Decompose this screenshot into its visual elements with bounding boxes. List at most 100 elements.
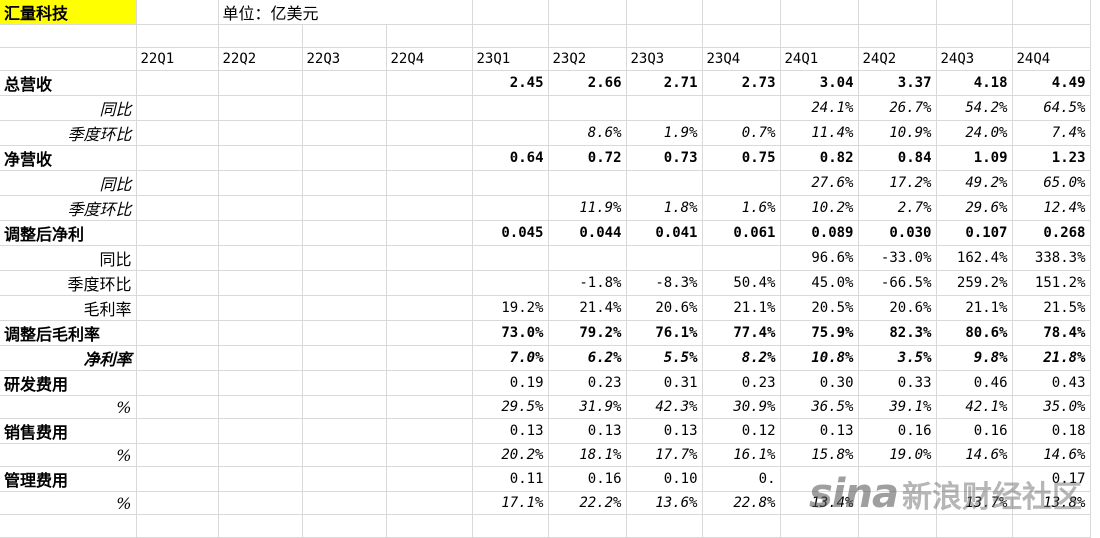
row-label[interactable]: 净营收 bbox=[0, 145, 137, 171]
quarter-header-22Q2[interactable]: 22Q2 bbox=[218, 47, 303, 71]
value-cell[interactable] bbox=[218, 245, 303, 271]
empty-cell[interactable] bbox=[218, 24, 303, 48]
value-cell[interactable]: 0.030 bbox=[858, 220, 937, 246]
quarter-header-24Q2[interactable]: 24Q2 bbox=[858, 47, 937, 71]
value-cell[interactable]: 0.33 bbox=[858, 370, 937, 396]
value-cell[interactable] bbox=[858, 466, 937, 492]
value-cell[interactable]: 78.4% bbox=[1012, 320, 1091, 346]
value-cell[interactable]: 17.7% bbox=[626, 443, 703, 467]
empty-cell[interactable] bbox=[0, 514, 137, 538]
value-cell[interactable] bbox=[386, 120, 473, 146]
value-cell[interactable]: 30.9% bbox=[702, 395, 781, 419]
quarter-header-24Q4[interactable]: 24Q4 bbox=[1012, 47, 1091, 71]
empty-cell[interactable] bbox=[702, 514, 781, 538]
value-cell[interactable]: 11.4% bbox=[780, 120, 859, 146]
empty-cell[interactable] bbox=[386, 24, 473, 48]
value-cell[interactable] bbox=[218, 145, 303, 171]
value-cell[interactable]: 0.044 bbox=[548, 220, 627, 246]
value-cell[interactable] bbox=[386, 370, 473, 396]
value-cell[interactable] bbox=[302, 345, 387, 371]
empty-cell[interactable] bbox=[780, 24, 859, 48]
value-cell[interactable] bbox=[386, 295, 473, 321]
value-cell[interactable]: 77.4% bbox=[702, 320, 781, 346]
value-cell[interactable] bbox=[136, 418, 219, 444]
value-cell[interactable] bbox=[780, 466, 859, 492]
empty-cell[interactable] bbox=[136, 514, 219, 538]
value-cell[interactable]: 0.18 bbox=[1012, 418, 1091, 444]
value-cell[interactable] bbox=[702, 95, 781, 121]
value-cell[interactable] bbox=[302, 70, 387, 96]
empty-cell[interactable] bbox=[702, 0, 781, 25]
value-cell[interactable]: 0.16 bbox=[936, 418, 1013, 444]
value-cell[interactable] bbox=[302, 418, 387, 444]
empty-cell[interactable] bbox=[1012, 514, 1091, 538]
value-cell[interactable]: 0.23 bbox=[548, 370, 627, 396]
value-cell[interactable]: 10.9% bbox=[858, 120, 937, 146]
quarter-header-24Q3[interactable]: 24Q3 bbox=[936, 47, 1013, 71]
value-cell[interactable]: 1.6% bbox=[702, 195, 781, 221]
value-cell[interactable] bbox=[386, 395, 473, 419]
value-cell[interactable] bbox=[302, 95, 387, 121]
value-cell[interactable] bbox=[548, 245, 627, 271]
value-cell[interactable] bbox=[218, 170, 303, 196]
value-cell[interactable]: 13.6% bbox=[626, 491, 703, 515]
value-cell[interactable]: 0.43 bbox=[1012, 370, 1091, 396]
value-cell[interactable]: 0.19 bbox=[472, 370, 549, 396]
value-cell[interactable]: 21.5% bbox=[1012, 295, 1091, 321]
value-cell[interactable]: 0.13 bbox=[780, 418, 859, 444]
row-label[interactable]: 销售费用 bbox=[0, 418, 137, 444]
value-cell[interactable]: 3.5% bbox=[858, 345, 937, 371]
value-cell[interactable]: 45.0% bbox=[780, 270, 859, 296]
value-cell[interactable]: 49.2% bbox=[936, 170, 1013, 196]
row-label[interactable]: 研发费用 bbox=[0, 370, 137, 396]
value-cell[interactable] bbox=[626, 95, 703, 121]
value-cell[interactable] bbox=[386, 245, 473, 271]
value-cell[interactable] bbox=[472, 195, 549, 221]
value-cell[interactable]: -1.8% bbox=[548, 270, 627, 296]
empty-cell[interactable] bbox=[548, 0, 627, 25]
value-cell[interactable]: 75.9% bbox=[780, 320, 859, 346]
value-cell[interactable] bbox=[302, 245, 387, 271]
value-cell[interactable]: 338.3% bbox=[1012, 245, 1091, 271]
value-cell[interactable] bbox=[218, 320, 303, 346]
value-cell[interactable] bbox=[136, 220, 219, 246]
value-cell[interactable]: 259.2% bbox=[936, 270, 1013, 296]
empty-cell[interactable] bbox=[780, 0, 859, 25]
value-cell[interactable]: 1.8% bbox=[626, 195, 703, 221]
value-cell[interactable]: 0.13 bbox=[472, 418, 549, 444]
value-cell[interactable] bbox=[218, 220, 303, 246]
value-cell[interactable]: 24.1% bbox=[780, 95, 859, 121]
empty-cell[interactable] bbox=[136, 0, 219, 25]
value-cell[interactable]: 20.2% bbox=[472, 443, 549, 467]
value-cell[interactable]: 19.2% bbox=[472, 295, 549, 321]
value-cell[interactable]: 3.37 bbox=[858, 70, 937, 96]
empty-cell[interactable] bbox=[218, 514, 303, 538]
value-cell[interactable] bbox=[386, 491, 473, 515]
value-cell[interactable] bbox=[218, 418, 303, 444]
row-label[interactable]: 净利率 bbox=[0, 345, 137, 371]
value-cell[interactable] bbox=[386, 345, 473, 371]
value-cell[interactable]: 96.6% bbox=[780, 245, 859, 271]
empty-cell[interactable] bbox=[136, 24, 219, 48]
value-cell[interactable]: 8.2% bbox=[702, 345, 781, 371]
value-cell[interactable]: 3.04 bbox=[780, 70, 859, 96]
value-cell[interactable]: 22.8% bbox=[702, 491, 781, 515]
value-cell[interactable]: 39.1% bbox=[858, 395, 937, 419]
value-cell[interactable]: 76.1% bbox=[626, 320, 703, 346]
value-cell[interactable] bbox=[302, 120, 387, 146]
value-cell[interactable] bbox=[626, 170, 703, 196]
value-cell[interactable] bbox=[218, 120, 303, 146]
value-cell[interactable] bbox=[386, 195, 473, 221]
value-cell[interactable] bbox=[302, 195, 387, 221]
value-cell[interactable] bbox=[218, 95, 303, 121]
value-cell[interactable] bbox=[302, 443, 387, 467]
value-cell[interactable] bbox=[386, 95, 473, 121]
value-cell[interactable] bbox=[302, 491, 387, 515]
value-cell[interactable]: 10.8% bbox=[780, 345, 859, 371]
value-cell[interactable]: 0.13 bbox=[626, 418, 703, 444]
value-cell[interactable]: 0.73 bbox=[626, 145, 703, 171]
value-cell[interactable]: 36.5% bbox=[780, 395, 859, 419]
value-cell[interactable]: 15.8% bbox=[780, 443, 859, 467]
value-cell[interactable] bbox=[136, 145, 219, 171]
value-cell[interactable] bbox=[136, 245, 219, 271]
